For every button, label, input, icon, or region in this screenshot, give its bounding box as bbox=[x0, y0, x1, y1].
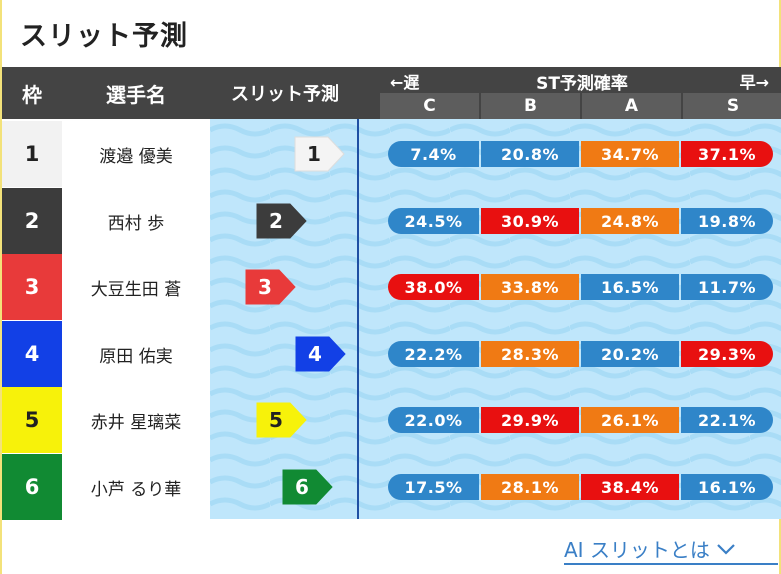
st-prob-c: 38.0% bbox=[388, 274, 479, 300]
st-prob-a: 26.1% bbox=[581, 407, 679, 433]
st-prob-b: 33.8% bbox=[481, 274, 579, 300]
st-probability-bar: 17.5% 28.1% 38.4% 16.1% bbox=[388, 474, 773, 500]
st-prob-s: 37.1% bbox=[681, 141, 773, 167]
racer-name: 小芦 るり華 bbox=[62, 454, 210, 520]
st-probability-bar: 38.0% 33.8% 16.5% 11.7% bbox=[388, 274, 773, 300]
racer-name: 大豆生田 蒼 bbox=[62, 254, 210, 320]
slit-position-badge: 5 bbox=[256, 401, 308, 439]
page-title: スリット予測 bbox=[20, 21, 188, 52]
waku-number: 6 bbox=[2, 454, 62, 520]
st-prob-b: 30.9% bbox=[481, 208, 579, 234]
racer-name: 赤井 星璃菜 bbox=[62, 387, 210, 453]
slit-position-badge: 1 bbox=[294, 135, 346, 173]
st-prob-c: 22.0% bbox=[388, 407, 479, 433]
waku-number: 5 bbox=[2, 387, 62, 453]
st-prob-b: 29.9% bbox=[481, 407, 579, 433]
header-slit: スリット予測 bbox=[231, 84, 339, 105]
header-slow: ←遅 bbox=[390, 73, 420, 92]
st-prob-c: 22.2% bbox=[388, 341, 479, 367]
header-col-c: C bbox=[380, 93, 479, 119]
ai-slit-link-label: AI スリットとは bbox=[564, 538, 710, 562]
chevron-down-icon bbox=[717, 543, 735, 555]
racer-name: 原田 佑実 bbox=[62, 321, 210, 387]
header-waku: 枠 bbox=[22, 82, 42, 107]
st-prob-s: 11.7% bbox=[681, 274, 773, 300]
racer-name: 渡邉 優美 bbox=[62, 121, 210, 187]
ai-slit-link[interactable]: AI スリットとは bbox=[564, 534, 736, 563]
st-prob-c: 17.5% bbox=[388, 474, 479, 500]
st-probability-bar: 22.0% 29.9% 26.1% 22.1% bbox=[388, 407, 773, 433]
st-probability-bar: 24.5% 30.9% 24.8% 19.8% bbox=[388, 208, 773, 234]
racer-row: 4 原田 佑実 4 22.2% 28.3% 20.2% 29.3% bbox=[2, 321, 781, 387]
slit-badge-label: 5 bbox=[269, 408, 283, 432]
slit-badge-label: 2 bbox=[269, 209, 283, 233]
racer-row: 3 大豆生田 蒼 3 38.0% 33.8% 16.5% 11.7% bbox=[2, 254, 781, 320]
header-col-b: B bbox=[481, 93, 580, 119]
slit-badge-label: 4 bbox=[308, 342, 322, 366]
st-probability-bar: 22.2% 28.3% 20.2% 29.3% bbox=[388, 341, 773, 367]
waku-number: 2 bbox=[2, 188, 62, 254]
header-st-probability: ST予測確率 bbox=[536, 73, 628, 94]
slit-position-badge: 4 bbox=[295, 335, 347, 373]
slit-position-badge: 2 bbox=[256, 202, 308, 240]
header-name: 選手名 bbox=[106, 82, 166, 107]
waku-number: 4 bbox=[2, 321, 62, 387]
st-prob-a: 24.8% bbox=[581, 208, 679, 234]
racer-row: 6 小芦 るり華 6 17.5% 28.1% 38.4% 16.1% bbox=[2, 454, 781, 520]
st-prob-a: 20.2% bbox=[581, 341, 679, 367]
header-fast: 早→ bbox=[739, 73, 769, 92]
st-prob-b: 28.1% bbox=[481, 474, 579, 500]
waku-number: 1 bbox=[2, 121, 62, 187]
racer-name: 西村 歩 bbox=[62, 188, 210, 254]
slit-position-badge: 6 bbox=[282, 468, 334, 506]
st-prob-s: 19.8% bbox=[681, 208, 773, 234]
st-prob-b: 20.8% bbox=[481, 141, 579, 167]
ai-slit-link-underline bbox=[564, 563, 778, 565]
st-prob-c: 24.5% bbox=[388, 208, 479, 234]
racer-row: 2 西村 歩 2 24.5% 30.9% 24.8% 19.8% bbox=[2, 188, 781, 254]
slit-area-background bbox=[210, 119, 781, 519]
st-prob-a: 34.7% bbox=[581, 141, 679, 167]
st-prob-s: 16.1% bbox=[681, 474, 773, 500]
st-prob-s: 22.1% bbox=[681, 407, 773, 433]
st-prob-c: 7.4% bbox=[388, 141, 479, 167]
racer-row: 1 渡邉 優美 1 7.4% 20.8% 34.7% 37.1% bbox=[2, 121, 781, 187]
slit-badge-label: 6 bbox=[295, 475, 309, 499]
slit-line bbox=[357, 119, 359, 519]
st-prob-b: 28.3% bbox=[481, 341, 579, 367]
st-probability-bar: 7.4% 20.8% 34.7% 37.1% bbox=[388, 141, 773, 167]
header-col-s: S bbox=[683, 93, 781, 119]
st-prob-a: 16.5% bbox=[581, 274, 679, 300]
st-prob-a: 38.4% bbox=[581, 474, 679, 500]
racer-row: 5 赤井 星璃菜 5 22.0% 29.9% 26.1% 22.1% bbox=[2, 387, 781, 453]
slit-badge-label: 3 bbox=[258, 275, 272, 299]
slit-badge-label: 1 bbox=[307, 142, 321, 166]
table-header: 枠 選手名 スリット予測 ←遅 ST予測確率 早→ C B A S bbox=[2, 67, 781, 119]
slit-position-badge: 3 bbox=[245, 268, 297, 306]
header-col-a: A bbox=[582, 93, 681, 119]
waku-number: 3 bbox=[2, 254, 62, 320]
st-prob-s: 29.3% bbox=[681, 341, 773, 367]
